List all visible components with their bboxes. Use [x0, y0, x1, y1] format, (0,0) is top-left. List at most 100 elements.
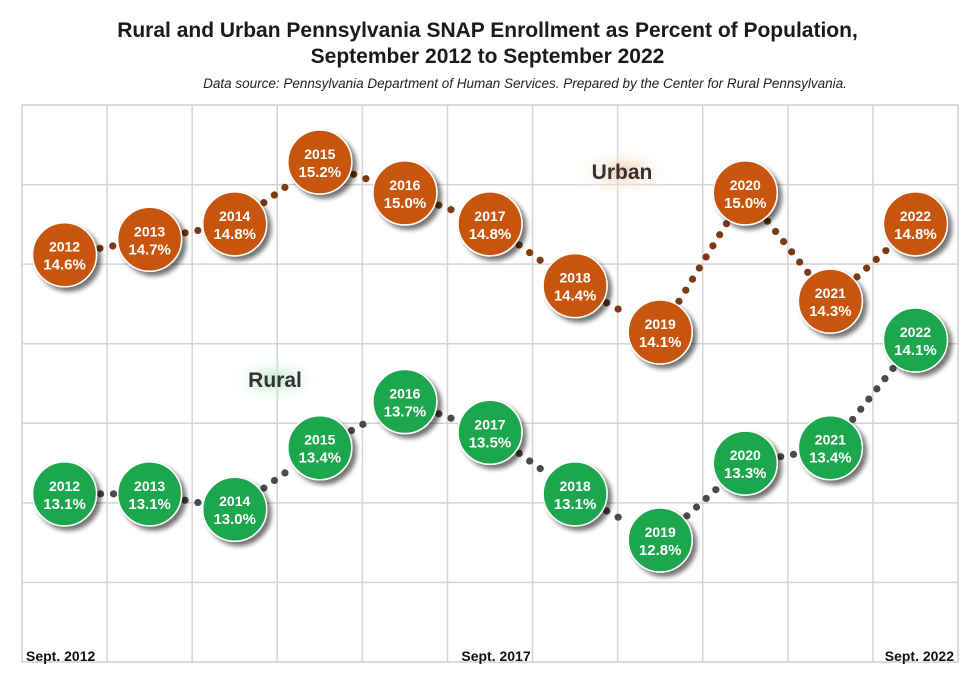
bubble-year-label: 2016	[389, 386, 420, 402]
label-glow	[225, 354, 325, 406]
bubble-year-label: 2022	[900, 324, 931, 340]
data-bubble-rural: 2013 13.1%	[116, 461, 183, 527]
connector-dot	[872, 255, 880, 264]
bubble-value-label: 13.0%	[213, 511, 256, 528]
connector-dot	[692, 503, 701, 511]
data-bubble-urban: 2018 14.4%	[542, 252, 608, 319]
series-label-urban: Urban	[570, 146, 674, 198]
bubble-value-label: 15.0%	[384, 195, 427, 212]
bubble-circle	[882, 307, 949, 373]
data-bubble-rural: 2016 13.7%	[372, 368, 438, 435]
connector-dot	[447, 414, 455, 422]
connector-dot	[536, 256, 544, 264]
connector-dot	[865, 395, 873, 403]
bubble-circle	[31, 461, 98, 527]
connector-dot	[889, 364, 897, 373]
data-bubble-urban: 2015 15.2%	[287, 129, 353, 195]
x-axis-ticks: Sept. 2012 Sept. 2017 Sept. 2022	[26, 648, 954, 664]
series-label-text: Rural	[248, 369, 302, 392]
connector-dot	[709, 242, 717, 250]
chart-subtitle: Data source: Pennsylvania Department of …	[203, 76, 847, 91]
bubble-year-label: 2017	[474, 416, 505, 432]
bubble-circle	[797, 268, 864, 334]
connector-dot	[780, 238, 788, 246]
bubble-value-label: 13.7%	[384, 404, 427, 421]
connector-dot	[515, 241, 523, 249]
connector-dot	[716, 231, 724, 239]
data-bubble-rural: 2012 13.1%	[31, 461, 98, 527]
data-bubble-rural: 2017 13.5%	[457, 399, 523, 466]
bubble-year-label: 2021	[815, 432, 846, 448]
connector-dot	[515, 449, 523, 458]
connector-dot	[771, 227, 780, 236]
connector-dot	[447, 206, 455, 214]
bubble-value-label: 15.2%	[299, 164, 342, 181]
connector-dot	[849, 415, 857, 424]
connector-dot	[804, 268, 812, 276]
bubble-circle	[116, 206, 183, 273]
bubble-circle	[542, 461, 608, 527]
bubble-circle	[201, 191, 268, 257]
bubble-value-label: 14.1%	[639, 334, 682, 351]
bubble-circle	[627, 299, 693, 365]
connector-dot	[603, 299, 611, 307]
connector-dot	[702, 253, 710, 261]
bubble-circle	[542, 252, 608, 319]
bubble-circle	[797, 414, 864, 481]
bubble-value-label: 13.3%	[724, 465, 767, 482]
data-bubble-rural: 2022 14.1%	[882, 307, 949, 373]
bubble-circle	[882, 191, 949, 257]
connector-dot	[362, 175, 370, 183]
connector-dot	[96, 490, 105, 498]
connector-dot	[702, 494, 710, 503]
bubble-circle	[712, 430, 779, 496]
bubble-year-label: 2015	[304, 146, 335, 162]
connector-dot	[435, 201, 443, 209]
x-tick-label: Sept. 2017	[461, 648, 530, 664]
connector-dot	[614, 305, 622, 313]
bubble-value-label: 14.8%	[894, 226, 937, 243]
connector-dot	[260, 199, 268, 207]
x-tick-label: Sept. 2022	[885, 648, 954, 664]
bubble-circle	[712, 160, 779, 226]
bubble-year-label: 2016	[389, 177, 420, 193]
connector-dot	[688, 275, 697, 283]
data-bubble-urban: 2017 14.8%	[457, 191, 523, 257]
data-bubble-urban: 2012 14.6%	[31, 221, 98, 288]
bubble-value-label: 14.7%	[128, 241, 171, 258]
bubble-value-label: 13.4%	[809, 450, 852, 467]
bubble-year-label: 2018	[560, 478, 591, 494]
connector-dot	[683, 512, 691, 520]
bubble-circle	[372, 368, 438, 435]
connector-dot	[777, 453, 785, 461]
connector-dot	[857, 405, 865, 413]
connector-dot	[675, 297, 683, 305]
bubble-year-label: 2020	[730, 447, 761, 463]
bubble-value-label: 13.5%	[469, 434, 512, 451]
bubble-year-label: 2018	[560, 270, 591, 286]
bubble-value-label: 13.1%	[43, 496, 86, 513]
series-labels: Urban Rural	[225, 146, 674, 406]
bubble-circle	[627, 507, 693, 573]
bubble-value-label: 12.8%	[639, 542, 682, 559]
chart-title-line-2: September 2012 to September 2022	[310, 45, 665, 68]
bubble-value-label: 13.1%	[128, 496, 171, 513]
bubble-year-label: 2012	[49, 478, 80, 494]
data-bubble-rural: 2014 13.0%	[201, 476, 268, 542]
connector-dot	[853, 273, 861, 281]
bubble-year-label: 2022	[900, 208, 931, 224]
bubble-year-label: 2012	[49, 239, 80, 255]
connector-dot	[281, 469, 289, 477]
data-bubble-rural: 2018 13.1%	[542, 461, 608, 527]
bubble-value-label: 14.8%	[469, 226, 512, 243]
connector-dot	[350, 170, 358, 178]
bubble-circle	[201, 476, 268, 542]
connector-dot	[194, 498, 202, 507]
connector-dot	[270, 476, 279, 485]
data-bubbles: 2012 14.6% 2013 14.7% 2014 14.8% 2015 15.2% 2016…	[31, 129, 949, 573]
bubble-year-label: 2017	[474, 208, 505, 224]
connector-dot	[435, 410, 443, 418]
connector-dot	[536, 465, 544, 473]
connector-dot	[109, 242, 117, 250]
